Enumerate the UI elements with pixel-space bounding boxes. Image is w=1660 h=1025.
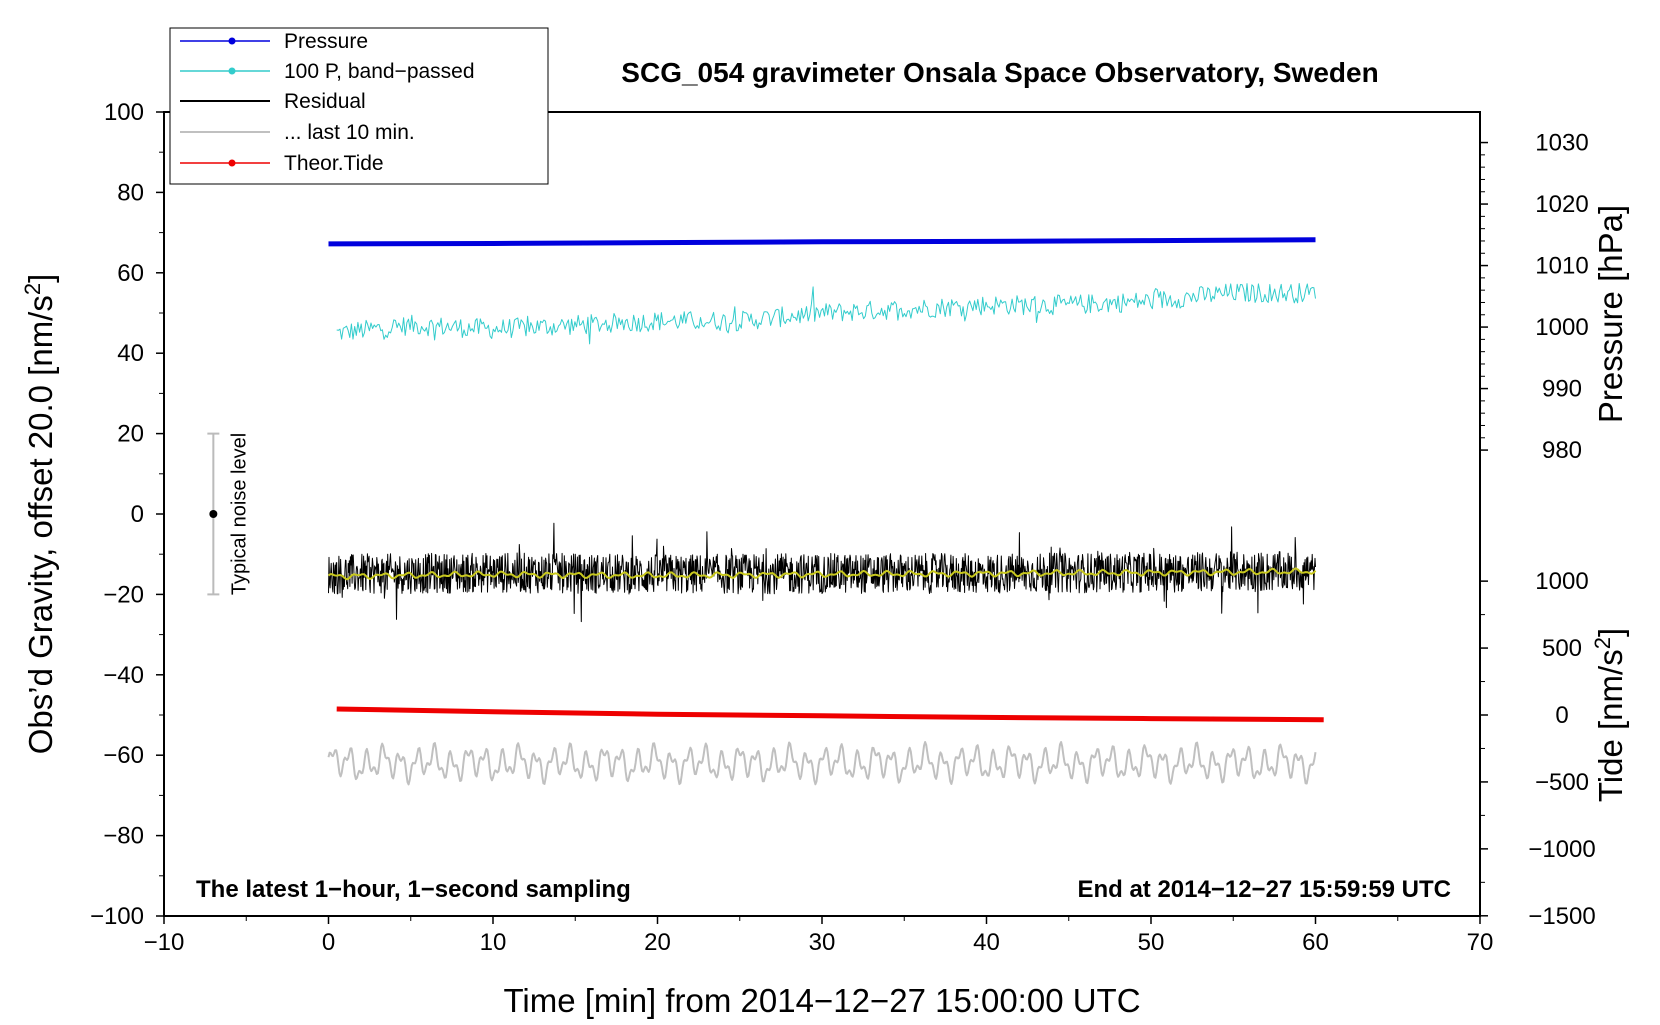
- y-axis-label-tide: Tide [nm/s2]: [1590, 628, 1629, 802]
- y-tick-label: −20: [103, 581, 144, 608]
- pressure-axis-tick-label: 1000: [1535, 314, 1588, 341]
- x-tick-label: −10: [144, 929, 185, 956]
- tide-axis-tick-label: −500: [1535, 769, 1589, 796]
- y-axis-label-left-text: Obs’d Gravity, offset 20.0 [nm/s: [22, 295, 59, 754]
- series-line-last10: [327, 741, 1317, 786]
- pressure-axis-tick-label: 980: [1542, 437, 1582, 464]
- y-axis-label-left: Obs’d Gravity, offset 20.0 [nm/s2]: [20, 274, 59, 755]
- series-line-tide: [336, 706, 1324, 723]
- y-tick-label: 40: [117, 340, 144, 367]
- x-tick-label: 10: [480, 929, 507, 956]
- series-line-residual: [328, 522, 1316, 623]
- y-axis-label-tide-sup: 2: [1590, 637, 1615, 649]
- noise-bar-group: Typical noise level: [207, 432, 250, 596]
- noise-bar-label: Typical noise level: [228, 433, 250, 595]
- axis-layer: −10 0 10 20 30 40 50 60 70−100−80−60−40−20020406…: [90, 99, 1596, 956]
- legend-label-tide: Theor.Tide: [284, 152, 384, 175]
- legend-label-pressure: Pressure: [284, 30, 368, 53]
- x-tick-label: 0: [322, 929, 335, 956]
- tide-axis-tick-label: 500: [1542, 635, 1582, 662]
- note-end-time: End at 2014−12−27 15:59:59 UTC: [1077, 876, 1451, 903]
- pressure-axis-tick-label: 1020: [1535, 191, 1588, 218]
- x-tick-label: 30: [809, 929, 836, 956]
- x-tick-label: 50: [1138, 929, 1165, 956]
- legend: Pressure 100 P, band−passed Residual ...…: [169, 27, 549, 185]
- series-line-bandpassed: [336, 283, 1316, 345]
- y-tick-label: −40: [103, 662, 144, 689]
- y-axis-label-tide-text: Tide [nm/s: [1592, 649, 1629, 802]
- y-tick-label: 0: [131, 501, 144, 528]
- series-layer: [327, 237, 1324, 786]
- y-tick-label: −60: [103, 742, 144, 769]
- legend-box: [169, 27, 549, 185]
- y-tick-label: 20: [117, 421, 144, 448]
- y-axis-label-left-end: ]: [22, 274, 59, 283]
- series-line-pressure: [328, 237, 1316, 247]
- x-tick-label: 40: [973, 929, 1000, 956]
- tide-axis-tick-label: 1000: [1535, 568, 1588, 595]
- y-tick-label: 100: [104, 99, 144, 126]
- noise-bar-point: [209, 510, 218, 518]
- series-line-smoothed: [327, 567, 1317, 581]
- x-tick-label: 60: [1302, 929, 1329, 956]
- legend-label-bandpassed: 100 P, band−passed: [284, 60, 475, 83]
- note-sampling: The latest 1−hour, 1−second sampling: [196, 876, 631, 903]
- y-axis-label-pressure: Pressure [hPa]: [1592, 205, 1629, 423]
- legend-marker-pressure: [228, 37, 236, 45]
- y-tick-label: 60: [117, 260, 144, 287]
- x-tick-label: 20: [644, 929, 671, 956]
- y-axis-label-tide-end: ]: [1592, 628, 1629, 637]
- pressure-axis-tick-label: 1010: [1535, 253, 1588, 280]
- y-tick-label: −80: [103, 823, 144, 850]
- x-tick-label: 70: [1467, 929, 1494, 956]
- y-axis-label-left-sup: 2: [20, 283, 45, 295]
- pressure-axis-tick-label: 990: [1542, 376, 1582, 403]
- y-tick-label: 80: [117, 179, 144, 206]
- x-axis-label: Time [min] from 2014−12−27 15:00:00 UTC: [503, 982, 1140, 1019]
- tide-axis-tick-label: −1000: [1528, 836, 1595, 863]
- tide-axis-tick-label: −1500: [1528, 903, 1595, 930]
- legend-marker-bandpassed: [228, 67, 236, 75]
- chart-title: SCG_054 gravimeter Onsala Space Observat…: [621, 57, 1378, 88]
- y-tick-label: −100: [90, 903, 144, 930]
- legend-marker-tide: [228, 159, 236, 167]
- tide-axis-tick-label: 0: [1555, 702, 1568, 729]
- legend-label-residual: Residual: [284, 90, 366, 113]
- legend-label-last10: ... last 10 min.: [284, 121, 415, 144]
- pressure-axis-tick-label: 1030: [1535, 130, 1588, 157]
